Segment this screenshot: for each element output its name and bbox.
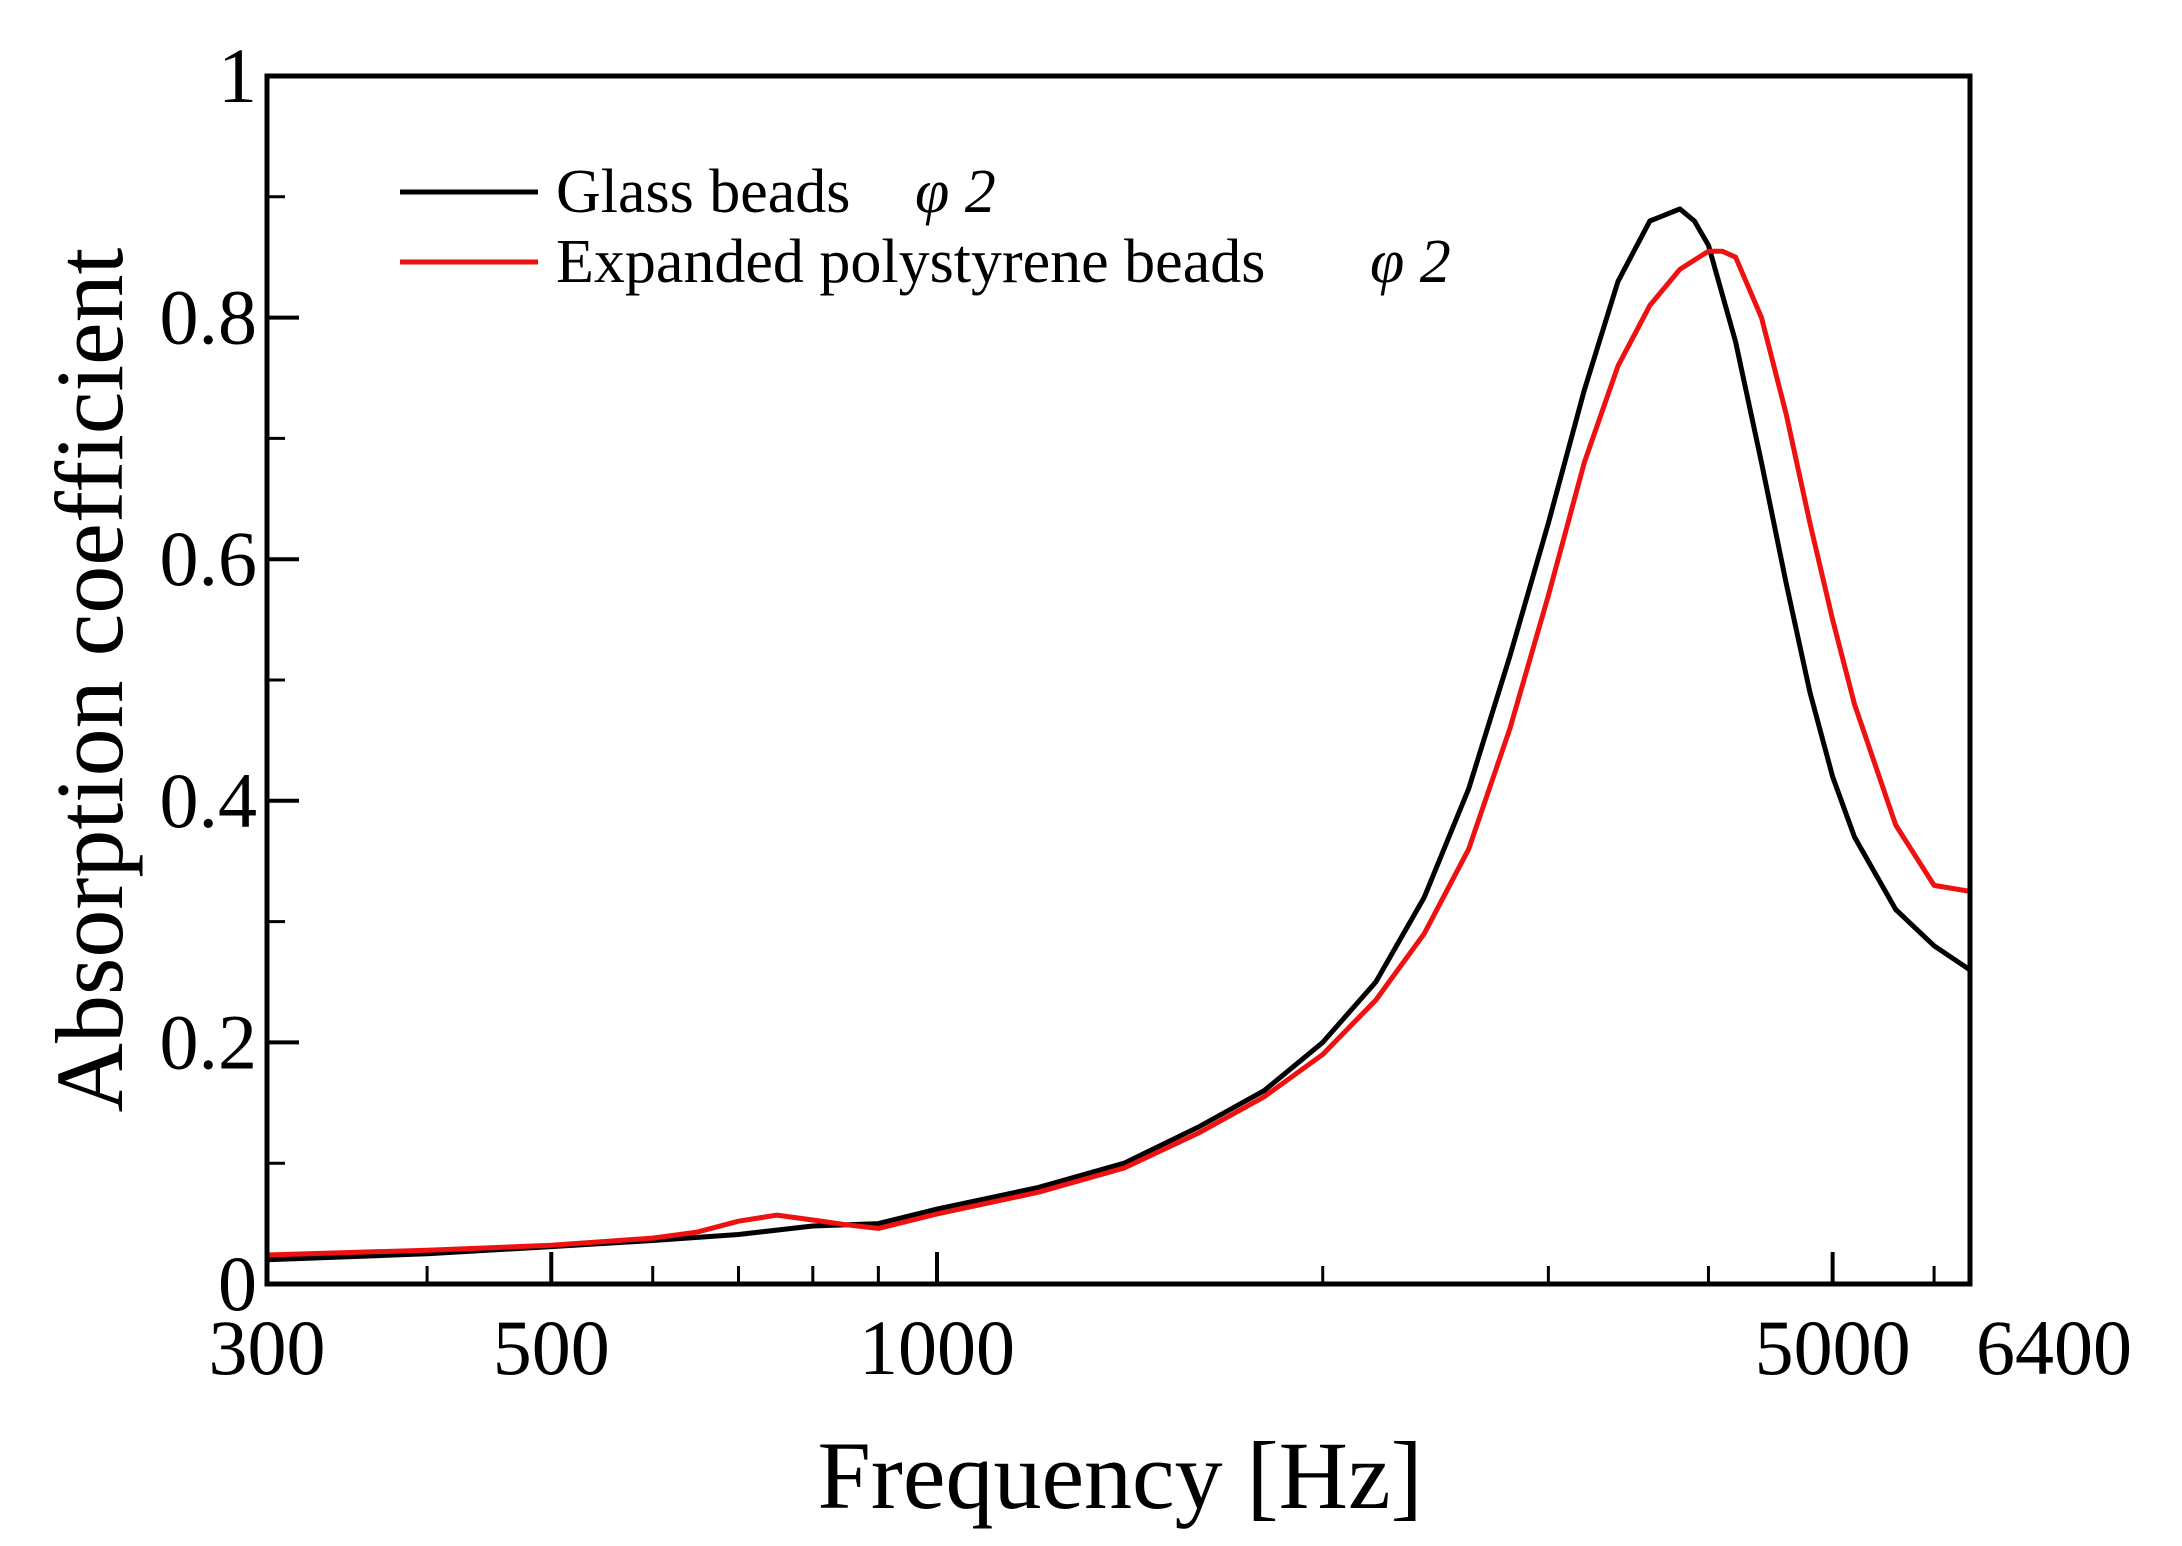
x-tick-label: 1000: [859, 1304, 1015, 1391]
y-tick-label: 0: [218, 1240, 257, 1327]
y-tick-label: 0.8: [160, 274, 258, 361]
y-tick-label: 0.2: [160, 998, 258, 1085]
y-tick-label: 1: [218, 32, 257, 119]
y-tick-label: 0.6: [160, 515, 258, 602]
legend-label-2: Expanded polystyrene beads: [556, 228, 1265, 296]
y-axis-title: Absorption coefficient: [36, 247, 143, 1112]
legend-symbol-1: φ 2: [915, 158, 996, 226]
x-axis: 300 500 1000 5000 6400: [209, 1252, 2132, 1391]
y-tick-label: 0.4: [160, 757, 258, 844]
legend-symbol-2: φ 2: [1370, 228, 1451, 296]
x-tick-label: 5000: [1755, 1304, 1911, 1391]
x-tick-label: 6400: [1976, 1304, 2132, 1391]
x-tick-label: 500: [493, 1304, 610, 1391]
x-tick-label: 300: [209, 1304, 326, 1391]
series-line-2: [264, 248, 1973, 1258]
series-group: [264, 206, 1973, 1263]
x-axis-title: Frequency [Hz]: [817, 1422, 1422, 1529]
series-line-1: [264, 206, 1973, 1263]
y-axis: 0 0.2 0.4 0.6 0.8 1: [160, 32, 299, 1327]
legend-label-1: Glass beads: [556, 158, 850, 226]
